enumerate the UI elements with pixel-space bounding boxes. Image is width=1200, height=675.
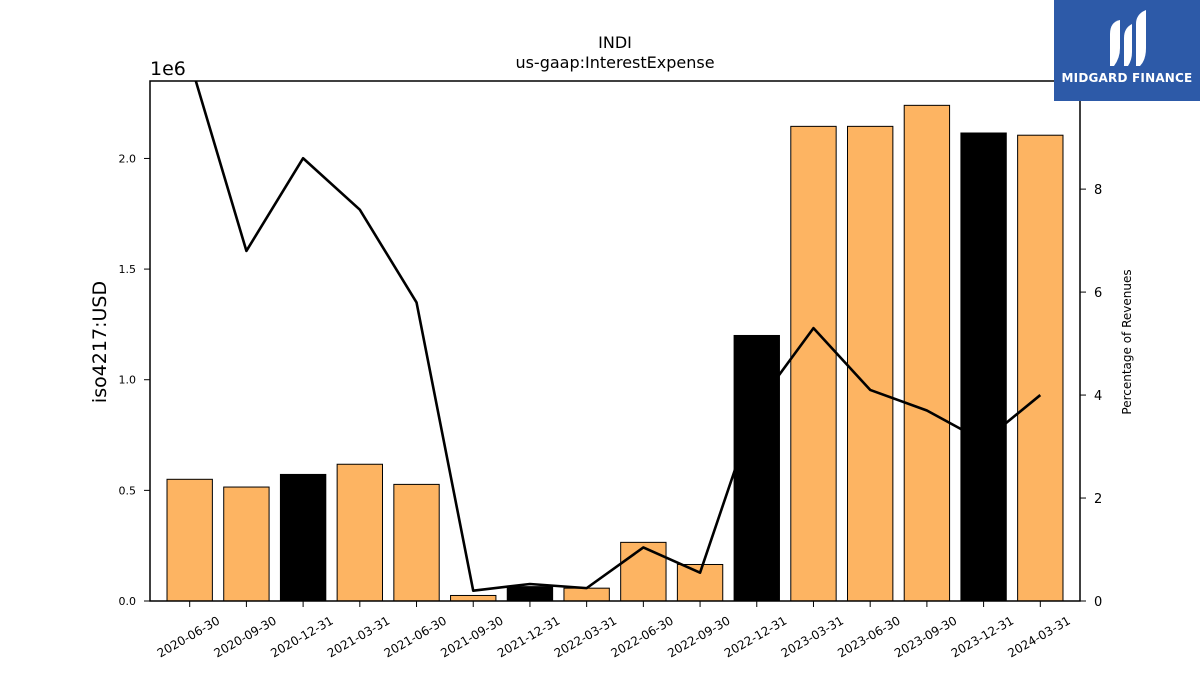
y-tick-label: 0.0: [119, 595, 137, 608]
bars-group: [166, 104, 1064, 602]
x-tick-label: 2021-12-31: [495, 613, 562, 660]
bar-2021-06-30: [393, 483, 440, 602]
bar-2023-03-31: [790, 125, 837, 602]
x-tick-label: 2022-09-30: [665, 613, 732, 660]
y2-tick-label: 0: [1094, 595, 1102, 610]
bar-2021-12-31: [506, 586, 554, 602]
chart-title: INDI: [598, 33, 632, 52]
y-tick-label: 2.0: [119, 152, 137, 165]
brand-logo: MIDGARD FINANCE: [1054, 0, 1200, 101]
y2-tick-label: 6: [1094, 286, 1102, 301]
x-tick-label: 2021-09-30: [438, 613, 505, 660]
x-tick-label: 2023-03-31: [779, 613, 846, 660]
bar-2023-12-31: [960, 132, 1007, 602]
bar-2020-12-31: [279, 473, 327, 602]
bar-2021-03-31: [336, 463, 384, 602]
x-tick-label: 2021-03-31: [325, 613, 392, 660]
chart-subtitle: us-gaap:InterestExpense: [515, 53, 714, 72]
bar-2024-03-31: [1017, 134, 1064, 602]
plot-frame: [149, 80, 1081, 602]
y2-tick-label: 2: [1094, 492, 1102, 507]
y2-axis-label: Percentage of Revenues: [1120, 269, 1134, 414]
bar-2020-09-30: [223, 486, 270, 602]
x-tick-label: 2023-09-30: [892, 613, 959, 660]
y-offset-label: 1e6: [150, 58, 186, 80]
y2-tick-label: 8: [1094, 183, 1102, 198]
y-tick-label: 0.5: [119, 484, 137, 497]
x-tick-label: 2023-06-30: [835, 613, 902, 660]
bar-2021-09-30: [450, 594, 497, 602]
bar-2022-12-31: [733, 334, 780, 602]
brand-name: MIDGARD FINANCE: [1061, 71, 1193, 85]
percentage-line: [194, 81, 1042, 593]
bar-2022-06-30: [620, 541, 667, 602]
bar-2022-03-31: [563, 587, 610, 602]
y-axis-label: iso4217:USD: [89, 281, 111, 403]
x-tick-label: 2022-03-31: [552, 613, 619, 660]
x-tick-label: 2021-06-30: [382, 613, 449, 660]
y-tick-label: 1.5: [119, 263, 137, 276]
bar-2023-09-30: [903, 104, 951, 602]
bar-2020-06-30: [166, 478, 213, 602]
x-tick-label: 2020-12-31: [268, 613, 335, 660]
x-tick-label: 2022-12-31: [722, 613, 789, 660]
x-tick-label: 2020-06-30: [155, 613, 222, 660]
x-tick-label: 2022-06-30: [608, 613, 675, 660]
y-tick-label: 1.0: [119, 374, 137, 387]
line-group: [194, 81, 1042, 593]
x-tick-label: 2024-03-31: [1005, 613, 1072, 660]
y2-tick-label: 4: [1094, 389, 1102, 404]
bar-2023-06-30: [847, 125, 894, 602]
x-tick-label: 2023-12-31: [949, 613, 1016, 660]
midgard-logo-icon: [1110, 10, 1146, 66]
x-tick-label: 2020-09-30: [211, 613, 278, 660]
